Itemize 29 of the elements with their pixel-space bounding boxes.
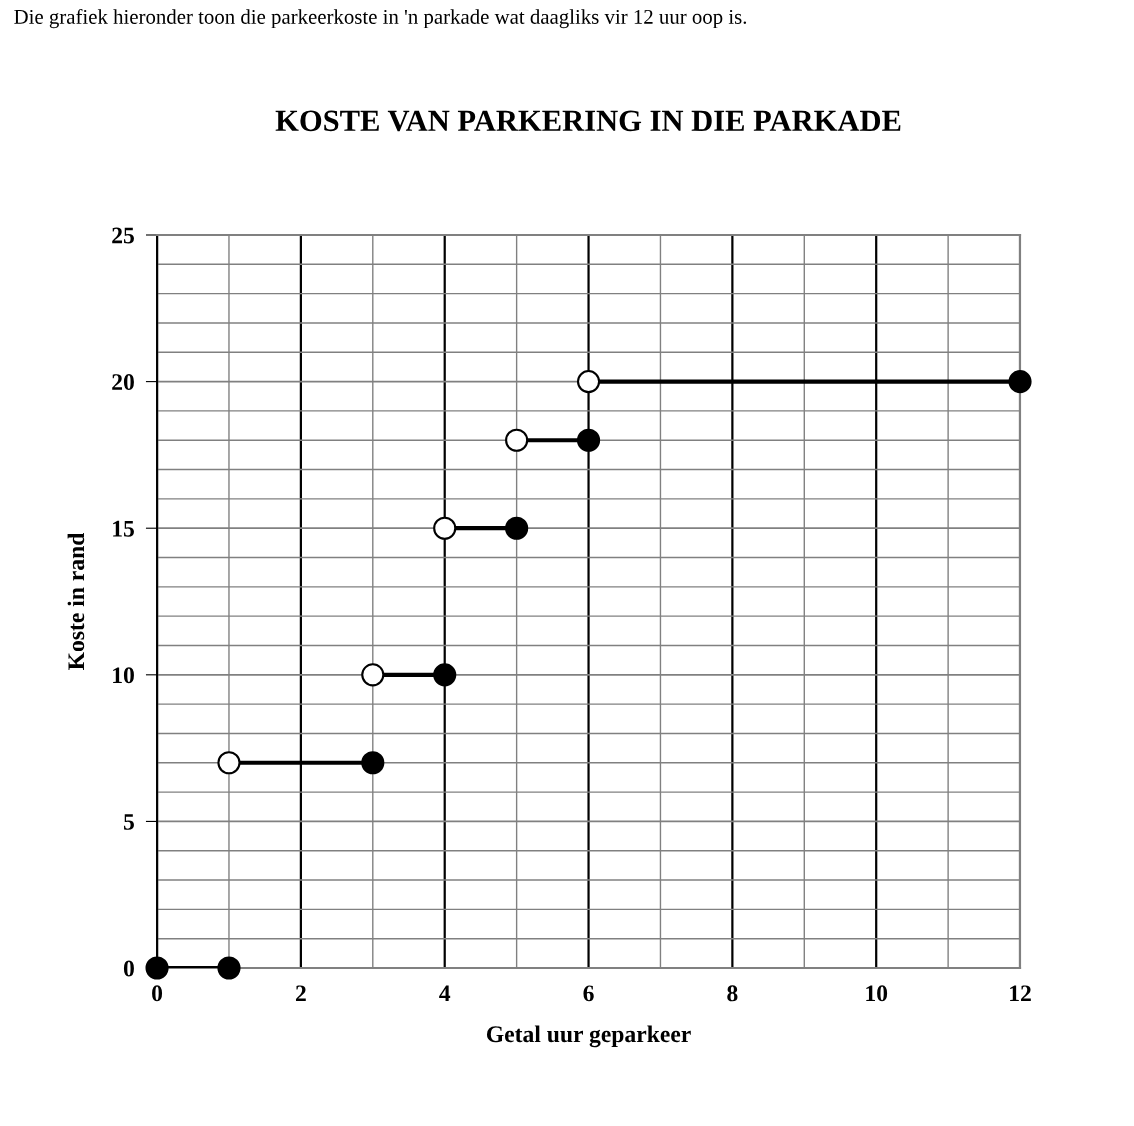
x-tick-label: 2 [295, 985, 306, 1002]
point [576, 428, 601, 452]
y-tick-label: 5 [123, 814, 134, 830]
y-tick-label: 0 [123, 960, 134, 977]
x-tick-label: 8 [727, 985, 738, 1002]
y-tick-label: 25 [112, 227, 134, 244]
point [1008, 370, 1032, 394]
x-tick-label: 4 [439, 985, 451, 1002]
point [576, 370, 601, 394]
y-axis-title: Koste in rand [67, 532, 85, 670]
y-tick-label: 15 [113, 520, 134, 537]
point [217, 956, 241, 980]
point [145, 956, 169, 980]
x-tick-label: 12 [1010, 985, 1031, 1002]
point [361, 751, 385, 775]
point [433, 663, 457, 687]
point [505, 428, 529, 452]
chart-title: KOSTE VAN PARKERING IN DIE PARKADE [275, 110, 901, 132]
x-tick-label: 6 [583, 985, 594, 1002]
text: Die grafiek hieronder toon die parkeerkoste in 'n parkade wat daagliks vir 12 uur oop is. [14, 9, 747, 29]
y-tick-label: 20 [112, 374, 134, 391]
x-tick-label: 10 [866, 985, 888, 1002]
point [217, 751, 241, 775]
y-tick-label: 10 [113, 667, 134, 684]
x-tick-label: 0 [152, 985, 163, 1002]
point [433, 516, 457, 540]
point [505, 516, 529, 540]
x-axis-title: Getal uur geparkeer [486, 1025, 691, 1048]
point [361, 663, 385, 687]
